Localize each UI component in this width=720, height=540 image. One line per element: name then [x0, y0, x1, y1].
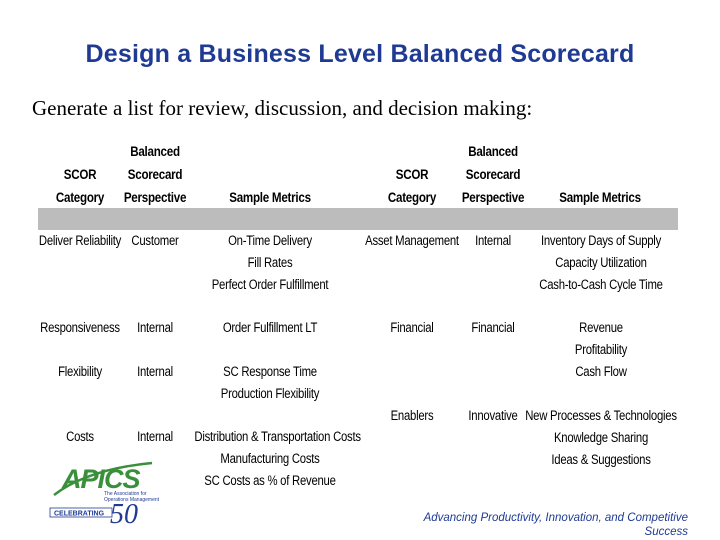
header-sample-metrics-left: Sample Metrics — [229, 190, 311, 205]
table-cell-metrics: Inventory Days of Supply Capacity Utiliz… — [539, 233, 663, 292]
table-cell-metrics: Distribution & Transportation Costs Manu… — [194, 429, 361, 488]
table-cell-perspective: Internal — [137, 320, 173, 335]
table-cell-category: Responsiveness — [40, 320, 120, 335]
table-cell-perspective: Financial — [471, 320, 515, 335]
header-scor-category-left: SCOR Category — [55, 167, 105, 205]
table-cell-category: Costs — [66, 429, 94, 444]
header-divider-band — [38, 208, 678, 230]
table-cell-metrics: On-Time Delivery Fill Rates Perfect Orde… — [211, 233, 329, 292]
logo-swoosh — [53, 461, 153, 496]
apics-logo: APICS The Association for Operations Man… — [49, 461, 160, 527]
celebrating-box — [49, 507, 113, 518]
table-cell-perspective: Internal — [475, 233, 511, 248]
table-cell-category: Asset Management — [365, 233, 459, 248]
page-title: Design a Business Level Balanced Scoreca… — [85, 40, 635, 68]
table-cell-perspective: Innovative — [468, 408, 518, 423]
table-cell-category: Deliver Reliability — [38, 233, 122, 248]
logo-tagline-line2: Operations Management — [104, 497, 160, 503]
table-cell-perspective: Internal — [137, 429, 173, 444]
table-cell-perspective: Internal — [137, 364, 173, 379]
header-bsc-perspective-right: Balanced Scorecard Perspective — [461, 144, 525, 205]
table-cell-metrics: SC Response Time Production Flexibility — [220, 364, 320, 401]
footer-tagline: Advancing Productivity, Innovation, and … — [423, 512, 688, 538]
logo-celebrating: CELEBRATING — [54, 511, 105, 518]
table-cell-perspective: Customer — [131, 233, 179, 248]
table-cell-metrics: Order Fulfillment LT — [222, 320, 318, 335]
logo-years: 50 — [110, 499, 138, 527]
table-cell-metrics: Revenue Profitability Cash Flow — [574, 320, 628, 379]
logo-tagline-line1: The Association for — [104, 491, 147, 497]
table-cell-category: Flexibility — [58, 364, 102, 379]
header-bsc-perspective-left: Balanced Scorecard Perspective — [123, 144, 187, 205]
table-cell-category: Financial — [390, 320, 434, 335]
logo-wordmark: APICS — [61, 464, 141, 494]
page-subtitle: Generate a list for review, discussion, … — [32, 96, 533, 120]
table-cell-category: Enablers — [390, 408, 434, 423]
header-sample-metrics-right: Sample Metrics — [559, 190, 641, 205]
header-scor-category-right: SCOR Category — [387, 167, 437, 205]
table-cell-metrics: New Processes & Technologies Knowledge S… — [525, 408, 677, 467]
